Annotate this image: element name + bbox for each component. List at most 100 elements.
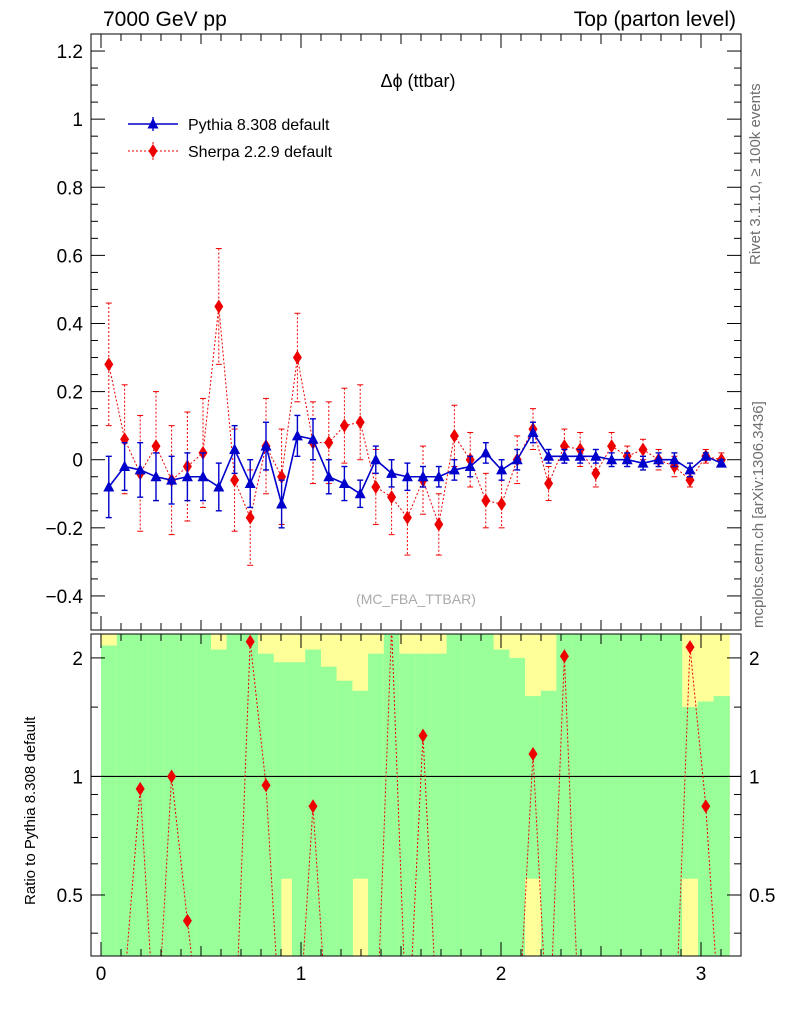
pythia-marker <box>448 463 460 475</box>
pythia-marker <box>323 470 335 482</box>
main-y-tick-label: 1 <box>72 110 83 131</box>
ratio-band-green <box>399 653 416 956</box>
ratio-band-green <box>163 634 180 956</box>
ratio-sherpa-marker <box>182 913 192 928</box>
ratio-band-green <box>556 634 573 956</box>
pythia-marker <box>213 480 225 492</box>
sherpa-marker <box>544 476 554 491</box>
ratio-band-yellow-low <box>281 878 292 956</box>
ratio-sherpa-marker <box>167 769 177 784</box>
pythia-marker <box>417 470 429 482</box>
ratio-band-green <box>650 634 667 956</box>
sherpa-marker <box>434 517 444 532</box>
pythia-marker <box>621 453 633 465</box>
sherpa-marker <box>481 493 491 508</box>
sherpa-marker <box>371 479 381 494</box>
pythia-marker <box>260 440 272 451</box>
sherpa-marker <box>638 442 648 457</box>
chart-watermark: (MC_FBA_TTBAR) <box>356 591 476 607</box>
ratio-band-green <box>666 634 683 956</box>
ratio-x-tick-label: 0 <box>96 964 107 985</box>
main-y-tick-label: −0.2 <box>45 519 83 540</box>
sherpa-marker <box>591 466 601 481</box>
main-y-tick-label: 0.4 <box>57 314 84 335</box>
ratio-band-green <box>321 666 337 956</box>
ratio-x-tick-label: 3 <box>696 964 707 985</box>
header-right: Top (parton level) <box>573 8 736 31</box>
ratio-band-green <box>336 680 353 956</box>
pythia-line <box>108 430 722 505</box>
ratio-band-green <box>446 634 463 956</box>
pythia-marker <box>606 453 618 465</box>
ratio-y-tick-label: 2 <box>72 649 83 670</box>
sherpa-marker <box>607 439 617 454</box>
pythia-marker <box>354 487 366 499</box>
ratio-y-tick-label-right: 2 <box>749 649 760 670</box>
ratio-band-green <box>179 634 196 956</box>
ratio-frame <box>90 633 742 957</box>
sherpa-marker <box>104 357 114 372</box>
main-y-tick-label: 0.6 <box>57 246 83 267</box>
pythia-marker <box>276 497 288 509</box>
ratio-band-yellow-low <box>525 878 541 956</box>
ratio-band-green <box>493 649 510 956</box>
ratio-sherpa-marker <box>308 799 318 814</box>
ratio-band-green <box>195 634 212 956</box>
pythia-marker <box>543 450 555 461</box>
ratio-band-green <box>509 657 526 956</box>
ratio-band-green <box>588 634 604 956</box>
main-y-tick-label: 0.8 <box>57 178 83 199</box>
legend-pythia-marker <box>147 118 159 129</box>
pythia-marker <box>401 470 413 482</box>
pythia-marker <box>590 450 602 461</box>
sherpa-marker <box>245 510 255 525</box>
ratio-sherpa-marker <box>418 728 428 743</box>
sherpa-marker <box>214 299 224 314</box>
sherpa-marker <box>339 418 349 433</box>
ratio-band-green <box>603 634 620 956</box>
ratio-band-green <box>415 653 432 956</box>
ratio-sherpa-marker <box>685 640 695 655</box>
main-y-tick-label: 1.2 <box>57 42 83 63</box>
pythia-marker <box>653 453 665 465</box>
pythia-marker <box>464 460 476 472</box>
pythia-marker <box>307 433 319 444</box>
ratio-band-yellow-low <box>682 878 698 956</box>
pythia-marker <box>668 453 680 465</box>
ratio-band-yellow-low <box>353 878 368 956</box>
ratio-band-green <box>368 653 385 956</box>
ratio-band-green <box>289 662 306 956</box>
ratio-sherpa-marker <box>261 778 271 793</box>
pythia-marker <box>166 474 178 485</box>
ratio-band-green <box>635 634 652 956</box>
pythia-marker <box>229 443 241 454</box>
ratio-y-tick-label-right: 0.5 <box>749 886 775 907</box>
pythia-marker <box>370 453 382 465</box>
sherpa-marker <box>355 415 365 430</box>
ratio-band-green <box>101 645 118 956</box>
pythia-marker <box>511 453 523 465</box>
pythia-series <box>103 414 727 529</box>
header-left: 7000 GeV pp <box>103 8 227 31</box>
pythia-marker <box>197 470 209 482</box>
legend-sherpa-label: Sherpa 2.2.9 default <box>188 144 333 161</box>
ratio-band-green <box>116 634 133 956</box>
sherpa-marker <box>292 350 302 365</box>
ratio-band-green <box>540 690 557 956</box>
chart-title: Δϕ (ttbar) <box>380 71 455 91</box>
sherpa-marker <box>151 439 161 454</box>
main-y-tick-label: 0.2 <box>57 383 83 404</box>
sherpa-marker <box>387 490 397 505</box>
main-y-tick-label: 0 <box>72 451 83 472</box>
pythia-marker <box>558 450 570 461</box>
pythia-marker <box>134 463 146 475</box>
ratio-band-green <box>572 634 589 956</box>
pythia-marker <box>700 450 712 461</box>
ratio-band-green <box>697 701 714 956</box>
ratio-y-tick-label: 1 <box>72 767 83 788</box>
sherpa-marker <box>497 496 507 511</box>
ratio-band-green <box>619 634 636 956</box>
ratio-sherpa-series <box>126 634 716 956</box>
ratio-band-green <box>713 696 730 956</box>
